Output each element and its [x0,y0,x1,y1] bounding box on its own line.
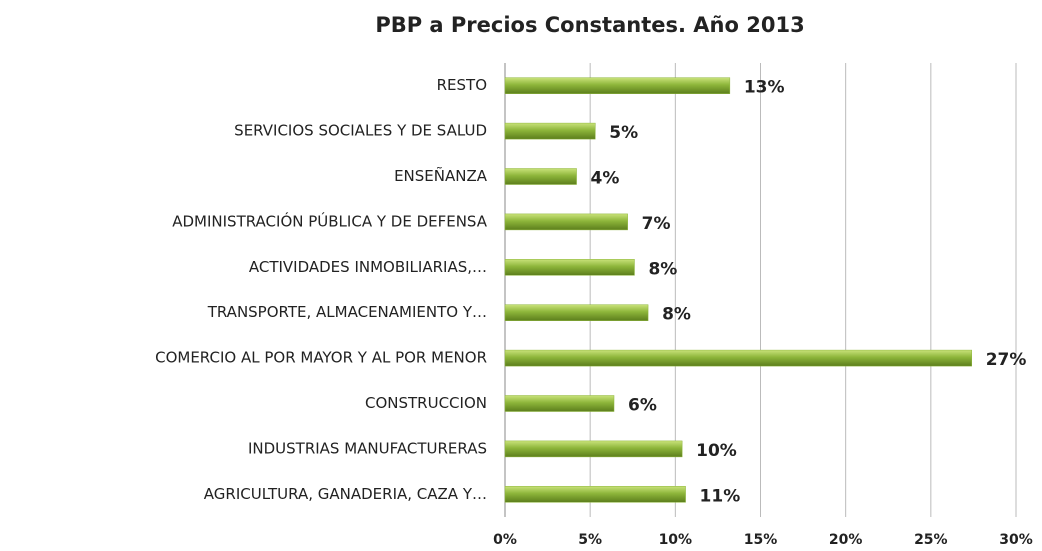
x-tick-label: 5% [578,532,602,548]
y-tick-label: SERVICIOS SOCIALES Y DE SALUD [234,122,487,140]
data-label: 4% [591,169,620,189]
x-tick-label: 10% [659,532,693,548]
x-tick-label: 0% [493,532,517,548]
y-tick-label: CONSTRUCCION [365,394,487,412]
data-label: 7% [642,214,671,234]
data-label: 6% [628,396,657,416]
bar [504,259,635,276]
bar [504,304,649,321]
x-tick-label: 20% [829,532,863,548]
y-tick-label: INDUSTRIAS MANUFACTURERAS [248,439,487,457]
data-label: 10% [696,441,737,461]
bar [504,122,596,140]
data-label: 5% [609,123,638,143]
bar [504,213,628,231]
x-tick-label: 30% [999,532,1033,548]
bar [504,349,972,367]
y-tick-label: ENSEÑANZA [394,166,488,185]
data-label: 27% [986,350,1027,370]
y-tick-label: ADMINISTRACIÓN PÚBLICA Y DE DEFENSA [172,211,487,230]
x-tick-label: 25% [914,532,948,548]
bar [504,486,686,503]
y-tick-label: AGRICULTURA, GANADERIA, CAZA Y… [204,485,487,503]
bar [504,440,683,458]
x-tick-label: 15% [744,532,778,548]
y-tick-label: ACTIVIDADES INMOBILIARIAS,… [249,258,487,276]
chart-title: PBP a Precios Constantes. Año 2013 [375,13,804,37]
y-tick-label: RESTO [437,76,487,94]
data-label: 8% [648,259,677,279]
bar [504,395,615,412]
bar [504,77,731,94]
data-label: 11% [700,486,741,506]
data-label: 8% [662,305,691,325]
y-tick-label: COMERCIO AL POR MAYOR Y AL POR MENOR [155,349,487,367]
bar [504,168,577,185]
data-label: 13% [744,78,785,98]
y-tick-label: TRANSPORTE, ALMACENAMIENTO Y… [207,303,487,321]
